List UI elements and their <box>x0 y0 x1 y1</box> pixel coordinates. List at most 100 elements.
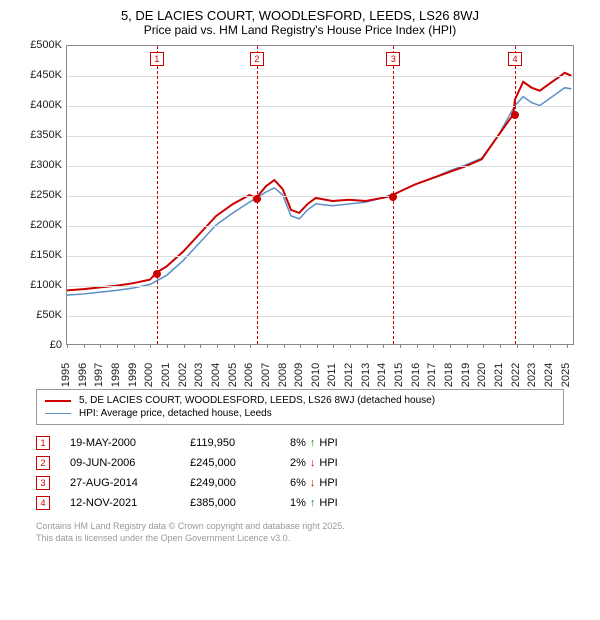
footer-attribution: Contains HM Land Registry data © Crown c… <box>36 521 564 544</box>
sale-price: £245,000 <box>190 457 270 469</box>
sale-row: 412-NOV-2021£385,0001%↑HPI <box>36 493 564 513</box>
x-tick <box>517 344 518 348</box>
x-axis-label: 2024 <box>543 363 555 387</box>
chart-subtitle: Price paid vs. HM Land Registry's House … <box>8 23 592 37</box>
sale-diff-suffix: HPI <box>319 437 337 449</box>
x-tick <box>333 344 334 348</box>
chart-container: 5, DE LACIES COURT, WOODLESFORD, LEEDS, … <box>0 0 600 552</box>
x-tick <box>433 344 434 348</box>
x-tick <box>500 344 501 348</box>
x-axis-label: 2008 <box>277 363 289 387</box>
legend-row: 5, DE LACIES COURT, WOODLESFORD, LEEDS, … <box>45 394 555 407</box>
footer-line-2: This data is licensed under the Open Gov… <box>36 533 564 545</box>
gridline <box>67 136 573 137</box>
x-tick <box>134 344 135 348</box>
sale-diff-pct: 2% <box>290 457 306 469</box>
legend: 5, DE LACIES COURT, WOODLESFORD, LEEDS, … <box>36 389 564 425</box>
legend-swatch <box>45 413 71 415</box>
x-axis-label: 2004 <box>210 363 222 387</box>
sale-row: 119-MAY-2000£119,9508%↑HPI <box>36 433 564 453</box>
x-tick <box>400 344 401 348</box>
sale-row: 327-AUG-2014£249,0006%↓HPI <box>36 473 564 493</box>
sale-marker-box: 1 <box>36 436 50 450</box>
gridline <box>67 226 573 227</box>
x-tick <box>200 344 201 348</box>
x-tick <box>300 344 301 348</box>
sale-point <box>511 111 519 119</box>
event-marker: 2 <box>250 52 264 66</box>
x-axis-label: 2009 <box>293 363 305 387</box>
y-axis-label: £250K <box>20 189 62 201</box>
y-axis-label: £0 <box>20 339 62 351</box>
legend-label: HPI: Average price, detached house, Leed… <box>79 408 272 419</box>
x-axis-label: 2020 <box>476 363 488 387</box>
x-tick <box>483 344 484 348</box>
event-line <box>515 46 516 344</box>
sale-diff-suffix: HPI <box>319 477 337 489</box>
arrow-icon: ↑ <box>310 497 316 509</box>
sale-diff: 1%↑HPI <box>290 497 370 509</box>
event-marker: 1 <box>150 52 164 66</box>
x-tick <box>167 344 168 348</box>
sale-diff-pct: 6% <box>290 477 306 489</box>
x-axis-label: 2022 <box>510 363 522 387</box>
sale-price: £249,000 <box>190 477 270 489</box>
x-axis-label: 2006 <box>243 363 255 387</box>
sale-date: 09-JUN-2006 <box>70 457 170 469</box>
x-axis-label: 1997 <box>93 363 105 387</box>
x-tick <box>267 344 268 348</box>
sale-date: 12-NOV-2021 <box>70 497 170 509</box>
x-axis-label: 1998 <box>110 363 122 387</box>
arrow-icon: ↓ <box>310 457 316 469</box>
sale-marker-box: 3 <box>36 476 50 490</box>
sale-price: £119,950 <box>190 437 270 449</box>
line-layer <box>67 46 573 344</box>
x-axis-label: 2007 <box>260 363 272 387</box>
chart-title: 5, DE LACIES COURT, WOODLESFORD, LEEDS, … <box>8 8 592 23</box>
x-tick <box>533 344 534 348</box>
x-axis-label: 2013 <box>360 363 372 387</box>
sale-point <box>389 193 397 201</box>
legend-row: HPI: Average price, detached house, Leed… <box>45 407 555 420</box>
x-axis-label: 2010 <box>310 363 322 387</box>
plot-region: 1234 <box>66 45 574 345</box>
sale-marker-box: 2 <box>36 456 50 470</box>
y-axis-label: £350K <box>20 129 62 141</box>
y-axis-label: £150K <box>20 249 62 261</box>
gridline <box>67 256 573 257</box>
gridline <box>67 106 573 107</box>
legend-swatch <box>45 400 71 402</box>
y-axis-label: £100K <box>20 279 62 291</box>
sale-point <box>253 195 261 203</box>
sale-row: 2 09-JUN-2006 £245,000 2% ↓HPI <box>36 453 564 473</box>
x-axis-label: 2001 <box>160 363 172 387</box>
sale-diff-suffix: HPI <box>319 457 337 469</box>
gridline <box>67 316 573 317</box>
x-axis-label: 2015 <box>393 363 405 387</box>
x-axis-label: 2003 <box>193 363 205 387</box>
sales-table: 119-MAY-2000£119,9508%↑HPI209-JUN-2006£2… <box>36 433 564 513</box>
x-tick <box>100 344 101 348</box>
x-tick <box>417 344 418 348</box>
x-tick <box>284 344 285 348</box>
sale-diff-pct: 8% <box>290 437 306 449</box>
x-tick <box>550 344 551 348</box>
chart-area: £0£50K£100K£150K£200K£250K£300K£350K£400… <box>20 45 580 385</box>
x-tick <box>234 344 235 348</box>
event-line <box>157 46 158 344</box>
gridline <box>67 166 573 167</box>
x-axis-label: 2014 <box>376 363 388 387</box>
x-axis-label: 2002 <box>177 363 189 387</box>
gridline <box>67 76 573 77</box>
x-axis-label: 1995 <box>60 363 72 387</box>
legend-label: 5, DE LACIES COURT, WOODLESFORD, LEEDS, … <box>79 395 435 406</box>
sale-diff-pct: 1% <box>290 497 306 509</box>
x-tick <box>217 344 218 348</box>
sale-price: £385,000 <box>190 497 270 509</box>
x-tick <box>67 344 68 348</box>
x-tick <box>184 344 185 348</box>
x-axis-label: 2019 <box>460 363 472 387</box>
sale-diff: 6%↓HPI <box>290 477 370 489</box>
sale-point <box>153 270 161 278</box>
x-axis-label: 2011 <box>326 363 338 387</box>
